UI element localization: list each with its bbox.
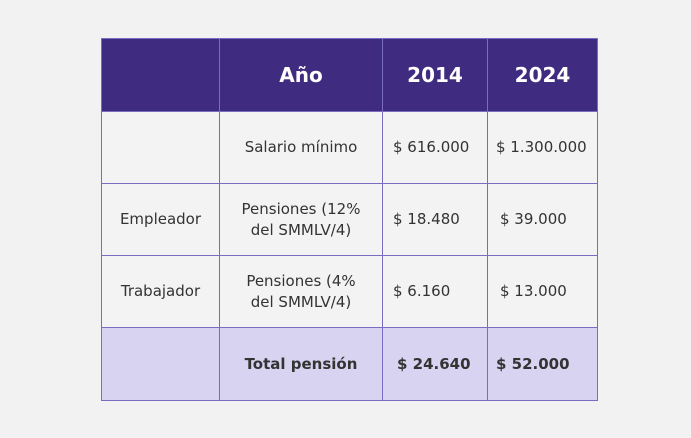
header-cell: 2014 — [382, 38, 488, 112]
header-row: Año 2014 2024 — [101, 38, 598, 112]
group-cell — [101, 111, 220, 184]
concept-cell: Pensiones (12% del SMMLV/4) — [219, 183, 383, 256]
header-empty-cell — [101, 38, 220, 112]
value-cell: $ 39.000 — [487, 183, 598, 256]
value-cell: $ 13.000 — [487, 255, 598, 328]
total-row: Total pensión $ 24.640 $ 52.000 — [101, 327, 598, 401]
header-cell: Año — [219, 38, 383, 112]
value-cell: $ 6.160 — [382, 255, 488, 328]
table-row: Trabajador Pensiones (4% del SMMLV/4) $ … — [101, 255, 598, 328]
value-cell: $ 616.000 — [382, 111, 488, 184]
total-value: $ 24.640 — [382, 327, 488, 401]
value-cell: $ 18.480 — [382, 183, 488, 256]
value-cell: $ 1.300.000 — [487, 111, 598, 184]
total-label: Total pensión — [219, 327, 383, 401]
concept-cell: Pensiones (4% del SMMLV/4) — [219, 255, 383, 328]
table-row: Empleador Pensiones (12% del SMMLV/4) $ … — [101, 183, 598, 256]
total-empty-cell — [101, 327, 220, 401]
concept-cell: Salario mínimo — [219, 111, 383, 184]
pension-table: Año 2014 2024 Salario mínimo $ 616.000 $… — [101, 38, 598, 401]
table-row: Salario mínimo $ 616.000 $ 1.300.000 — [101, 111, 598, 184]
group-cell: Trabajador — [101, 255, 220, 328]
group-cell: Empleador — [101, 183, 220, 256]
total-value: $ 52.000 — [487, 327, 598, 401]
header-cell: 2024 — [487, 38, 598, 112]
